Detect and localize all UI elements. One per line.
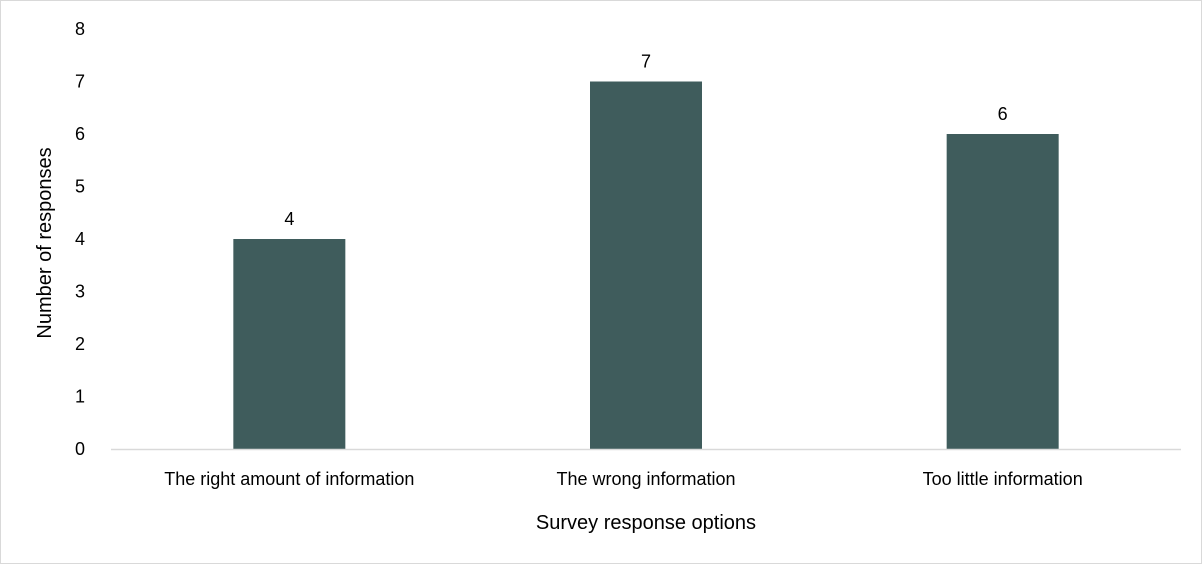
x-axis-category-labels: The right amount of information The wrong… [164,469,1082,489]
category-label: The right amount of information [164,469,414,489]
data-label: 6 [998,104,1008,124]
x-axis-title: Survey response options [536,512,756,534]
y-tick-label: 4 [75,229,85,249]
category-label: Too little information [923,469,1083,489]
y-axis-title: Number of responses [34,147,56,338]
bar [946,134,1059,449]
y-tick-label: 8 [75,19,85,39]
data-label: 4 [284,209,294,229]
bar [590,81,702,449]
y-tick-label: 3 [75,282,85,302]
bar [233,239,346,449]
data-labels: 4 7 6 [284,52,1007,230]
data-label: 7 [641,52,651,72]
y-tick-label: 1 [75,387,85,407]
y-tick-label: 6 [75,124,85,144]
y-tick-label: 5 [75,177,85,197]
y-tick-label: 7 [75,72,85,92]
bars [233,81,1059,449]
y-tick-label: 0 [75,439,85,459]
y-tick-label: 2 [75,334,85,354]
category-label: The wrong information [556,469,735,489]
y-axis-ticks: 0 1 2 3 4 5 6 7 8 [75,19,85,459]
